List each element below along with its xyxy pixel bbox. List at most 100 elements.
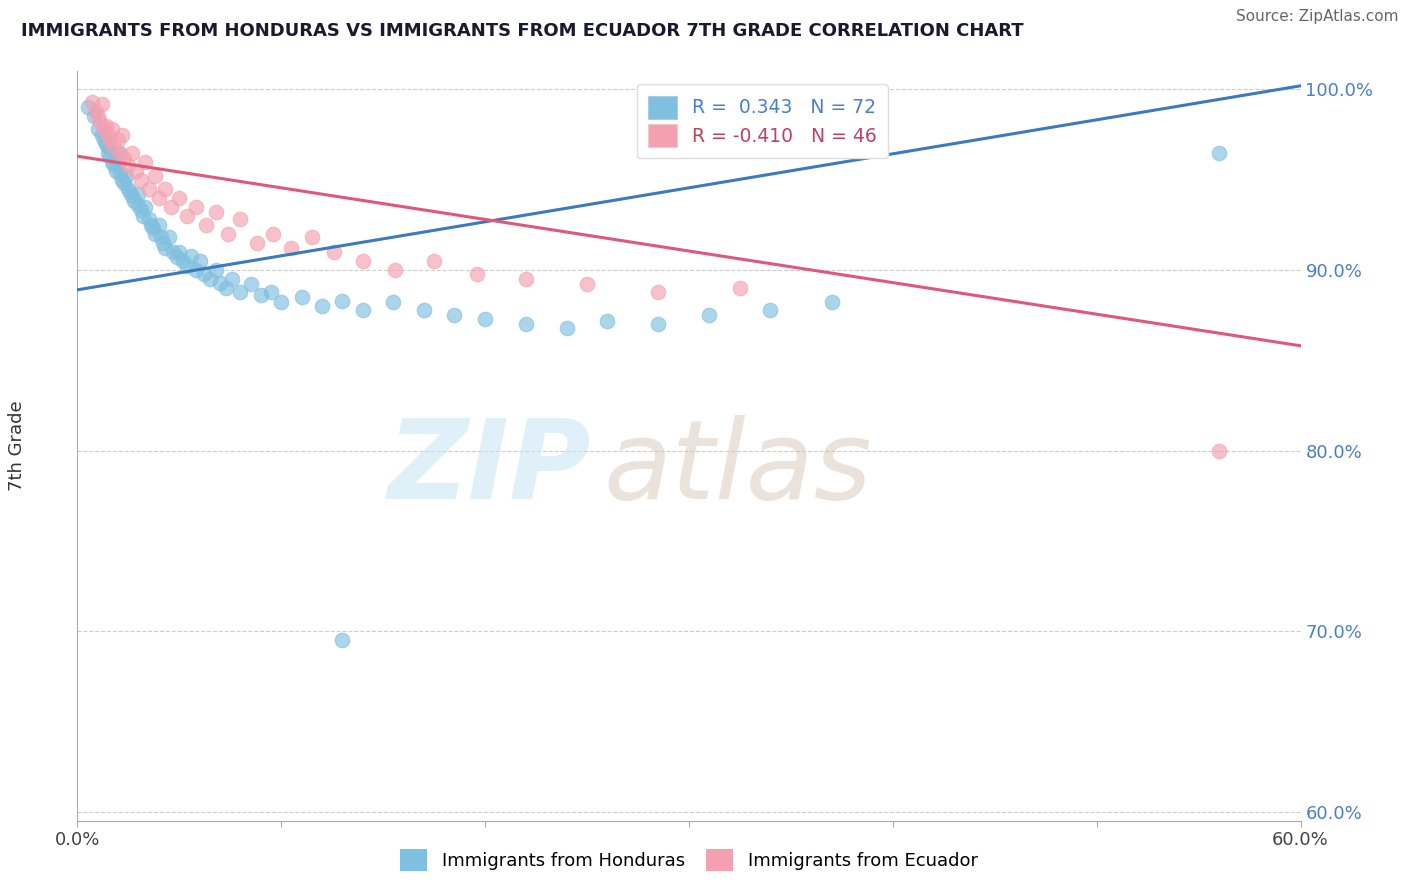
Point <box>728 281 751 295</box>
Point <box>332 293 354 308</box>
Point <box>153 182 176 196</box>
Point <box>229 212 252 227</box>
Point <box>112 151 135 165</box>
Point <box>311 299 333 313</box>
Point <box>352 302 374 317</box>
Point <box>83 110 105 124</box>
Point <box>93 133 115 147</box>
Point <box>142 221 165 235</box>
Point <box>205 205 228 219</box>
Point <box>262 227 284 241</box>
Point <box>184 263 207 277</box>
Point <box>148 191 170 205</box>
Point <box>384 263 406 277</box>
Point <box>229 285 252 299</box>
Point <box>176 209 198 223</box>
Point <box>194 218 217 232</box>
Point <box>260 285 283 299</box>
Point <box>108 145 131 160</box>
Point <box>117 158 139 172</box>
Point <box>105 163 128 178</box>
Point <box>134 200 156 214</box>
Point <box>246 235 269 250</box>
Point <box>138 212 160 227</box>
Point <box>124 194 146 209</box>
Point <box>382 295 405 310</box>
Point <box>176 260 198 274</box>
Point <box>290 290 312 304</box>
Point <box>301 230 323 244</box>
Text: ZIP: ZIP <box>388 415 591 522</box>
Point <box>87 122 110 136</box>
Legend: R =  0.343   N = 72, R = -0.410   N = 46: R = 0.343 N = 72, R = -0.410 N = 46 <box>637 85 887 159</box>
Point <box>172 254 194 268</box>
Point <box>129 172 152 186</box>
Point <box>423 254 446 268</box>
Point <box>93 122 115 136</box>
Point <box>101 154 124 169</box>
Text: IMMIGRANTS FROM HONDURAS VS IMMIGRANTS FROM ECUADOR 7TH GRADE CORRELATION CHART: IMMIGRANTS FROM HONDURAS VS IMMIGRANTS F… <box>21 22 1024 40</box>
Point <box>149 230 172 244</box>
Point <box>97 145 120 160</box>
Point <box>193 267 215 281</box>
Point <box>821 295 844 310</box>
Point <box>576 277 599 292</box>
Point <box>280 241 302 255</box>
Point <box>352 254 374 268</box>
Point <box>125 163 148 178</box>
Point <box>112 176 135 190</box>
Point <box>647 317 669 331</box>
Point <box>759 302 782 317</box>
Point <box>160 200 183 214</box>
Point <box>221 272 243 286</box>
Point <box>127 187 149 202</box>
Point <box>217 227 239 241</box>
Point <box>152 235 174 250</box>
Point <box>97 140 120 154</box>
Point <box>474 311 496 326</box>
Text: 7th Grade: 7th Grade <box>8 401 25 491</box>
Point <box>107 145 129 160</box>
Point <box>98 149 121 163</box>
Point <box>166 250 188 264</box>
Point <box>208 276 231 290</box>
Point <box>111 128 134 142</box>
Point <box>169 191 191 205</box>
Point <box>157 230 180 244</box>
Point <box>117 182 139 196</box>
Point <box>699 308 721 322</box>
Point <box>515 317 537 331</box>
Point <box>647 285 669 299</box>
Point <box>90 96 112 111</box>
Point <box>555 320 578 334</box>
Text: atlas: atlas <box>603 415 872 522</box>
Point <box>443 308 465 322</box>
Point <box>107 133 129 147</box>
Point <box>188 254 211 268</box>
Point <box>101 122 124 136</box>
Point <box>169 244 191 259</box>
Point <box>596 313 619 327</box>
Point <box>94 136 117 151</box>
Point <box>90 128 112 142</box>
Point <box>98 133 121 147</box>
Point <box>120 186 142 200</box>
Point <box>121 145 143 160</box>
Point <box>465 267 488 281</box>
Point <box>180 248 202 262</box>
Point <box>131 209 153 223</box>
Point <box>332 633 354 648</box>
Point <box>97 128 120 142</box>
Point <box>413 302 436 317</box>
Point <box>198 272 221 286</box>
Point <box>121 189 143 203</box>
Point <box>153 241 176 255</box>
Point <box>94 119 117 133</box>
Point <box>76 100 98 114</box>
Point <box>127 198 149 212</box>
Point <box>1208 145 1230 160</box>
Point <box>134 154 156 169</box>
Point <box>143 227 166 241</box>
Point <box>270 295 292 310</box>
Point <box>111 172 134 186</box>
